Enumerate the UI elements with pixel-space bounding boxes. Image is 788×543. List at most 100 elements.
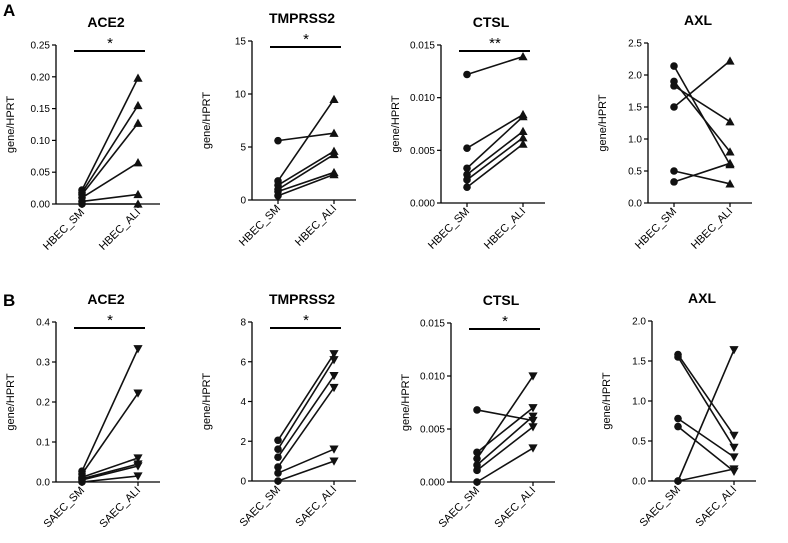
data-point-hbec_ali bbox=[518, 112, 528, 121]
series-line bbox=[277, 353, 335, 441]
data-point-saec_sm bbox=[674, 353, 682, 361]
data-point-hbec_ali bbox=[133, 118, 143, 127]
data-point-hbec_sm bbox=[463, 170, 471, 179]
data-point-hbec_sm bbox=[670, 103, 678, 111]
y-tick-label: 4 bbox=[240, 397, 246, 408]
series-line bbox=[677, 468, 735, 482]
y-tick-label: 0.3 bbox=[36, 358, 50, 369]
subplot-b-ace2: ACE2 gene/HPRT 0.0 0.1 0.2 0.3 0.4 SAEC_SM SAEC_… bbox=[5, 291, 160, 530]
series-line bbox=[277, 132, 335, 142]
x-tick-label: HBEC_ALI bbox=[689, 206, 735, 252]
data-point-hbec_ali bbox=[518, 51, 528, 61]
data-point-saec_sm bbox=[274, 436, 282, 445]
subplot-a-ace2: ACE2 gene/HPRT 0.00 0.05 0.10 0.15 0.20 0.25 HBE… bbox=[5, 14, 160, 253]
subplot-a-axl: AXL gene/HPRT 0.0 0.5 1.0 1.5 2.0 2.5 HBEC_SM HBE… bbox=[597, 12, 752, 252]
subplot-b-tmprss2: TMPRSS2 gene/HPRT 0 2 4 6 8 SAEC_SM SAEC_ALI * bbox=[201, 291, 356, 529]
data-point-hbec_sm bbox=[670, 62, 678, 70]
y-tick-label: 0.015 bbox=[420, 319, 445, 330]
data-point-hbec_ali bbox=[725, 179, 735, 188]
y-tick-label: 0.010 bbox=[410, 93, 435, 104]
data-point-saec_ali bbox=[329, 445, 339, 454]
y-tick-label: 15 bbox=[235, 37, 247, 48]
x-tick-label: HBEC_ALI bbox=[482, 206, 528, 252]
y-tick-label: 0.0 bbox=[628, 199, 642, 210]
data-point-saec_sm bbox=[274, 469, 282, 477]
y-tick-label: 0.0 bbox=[36, 478, 50, 489]
data-point-saec_ali bbox=[329, 457, 339, 466]
series-line bbox=[466, 143, 524, 188]
series-line bbox=[277, 387, 335, 468]
data-point-hbec_ali bbox=[725, 147, 735, 156]
x-tick-label: SAEC_ALI bbox=[97, 485, 143, 531]
y-tick-label: 0.1 bbox=[36, 438, 50, 449]
data-point-hbec_ali bbox=[133, 189, 143, 199]
data-point-saec_sm bbox=[274, 445, 282, 454]
significance-label: * bbox=[303, 31, 309, 48]
series-line bbox=[81, 193, 139, 203]
series-line bbox=[476, 415, 534, 466]
y-tick-label: 0 bbox=[240, 196, 246, 207]
significance-label: * bbox=[303, 312, 309, 329]
y-tick-label: 1.0 bbox=[628, 135, 642, 146]
series-line bbox=[81, 475, 139, 483]
data-point-hbec_ali bbox=[329, 94, 339, 103]
y-axis-label: gene/HPRT bbox=[201, 92, 213, 150]
significance-label: * bbox=[502, 313, 508, 330]
data-point-saec_ali bbox=[528, 372, 538, 381]
data-point-saec_sm bbox=[274, 463, 282, 471]
y-tick-label: 0.005 bbox=[420, 425, 445, 436]
series-line bbox=[673, 85, 731, 123]
x-tick-label: HBEC_SM bbox=[426, 206, 472, 252]
series-line bbox=[277, 153, 335, 191]
data-point-saec_ali bbox=[133, 472, 143, 481]
data-point-hbec_ali bbox=[725, 56, 735, 65]
series-line bbox=[277, 171, 335, 193]
data-point-saec_ali bbox=[528, 444, 538, 453]
y-axis-label: gene/HPRT bbox=[390, 95, 402, 153]
subplot-b-ctsl: CTSL gene/HPRT 0.000 0.005 0.010 0.015 SAEC_SM… bbox=[400, 292, 555, 530]
chart-title: TMPRSS2 bbox=[269, 291, 335, 307]
series-line bbox=[476, 409, 534, 422]
y-tick-label: 0.15 bbox=[31, 104, 51, 115]
y-tick-label: 0.05 bbox=[31, 168, 51, 179]
x-tick-label: SAEC_ALI bbox=[492, 485, 538, 531]
data-point-saec_sm bbox=[473, 454, 481, 463]
data-point-hbec_ali bbox=[725, 117, 735, 126]
y-tick-label: 5 bbox=[240, 143, 246, 154]
series-line bbox=[81, 161, 139, 199]
data-point-saec_ali bbox=[133, 345, 143, 354]
y-tick-label: 0.000 bbox=[410, 199, 435, 210]
data-point-saec_ali bbox=[729, 453, 739, 462]
y-tick-label: 2.0 bbox=[632, 317, 646, 328]
data-point-hbec_ali bbox=[133, 100, 143, 110]
chart-title: CTSL bbox=[473, 14, 510, 30]
y-tick-label: 0.5 bbox=[628, 167, 642, 178]
series-line bbox=[673, 170, 731, 185]
data-point-saec_ali bbox=[133, 389, 143, 398]
data-point-saec_sm bbox=[274, 453, 282, 461]
data-point-hbec_ali bbox=[329, 149, 339, 159]
y-axis-label: gene/HPRT bbox=[5, 373, 17, 431]
data-point-saec_sm bbox=[78, 478, 86, 486]
data-point-hbec_ali bbox=[518, 139, 528, 148]
series-line bbox=[81, 104, 139, 193]
data-point-saec_ali bbox=[329, 356, 339, 365]
data-point-hbec_sm bbox=[274, 191, 282, 200]
data-point-hbec_ali bbox=[518, 133, 528, 142]
chart-title: ACE2 bbox=[87, 291, 125, 307]
data-point-saec_sm bbox=[473, 478, 481, 486]
x-tick-label: HBEC_SM bbox=[41, 207, 87, 253]
data-point-saec_ali bbox=[729, 465, 739, 474]
y-axis-label: gene/HPRT bbox=[201, 373, 213, 431]
series-line bbox=[673, 162, 731, 183]
data-point-saec_ali bbox=[729, 431, 739, 440]
y-axis-label: gene/HPRT bbox=[601, 372, 613, 430]
data-point-hbec_ali bbox=[329, 169, 339, 179]
panel-label-a: A bbox=[3, 1, 15, 20]
data-point-saec_sm bbox=[674, 414, 682, 423]
x-tick-label: SAEC_ALI bbox=[693, 484, 739, 530]
significance-label: ** bbox=[489, 35, 501, 52]
y-tick-label: 10 bbox=[235, 90, 247, 101]
data-point-saec_ali bbox=[528, 404, 538, 413]
